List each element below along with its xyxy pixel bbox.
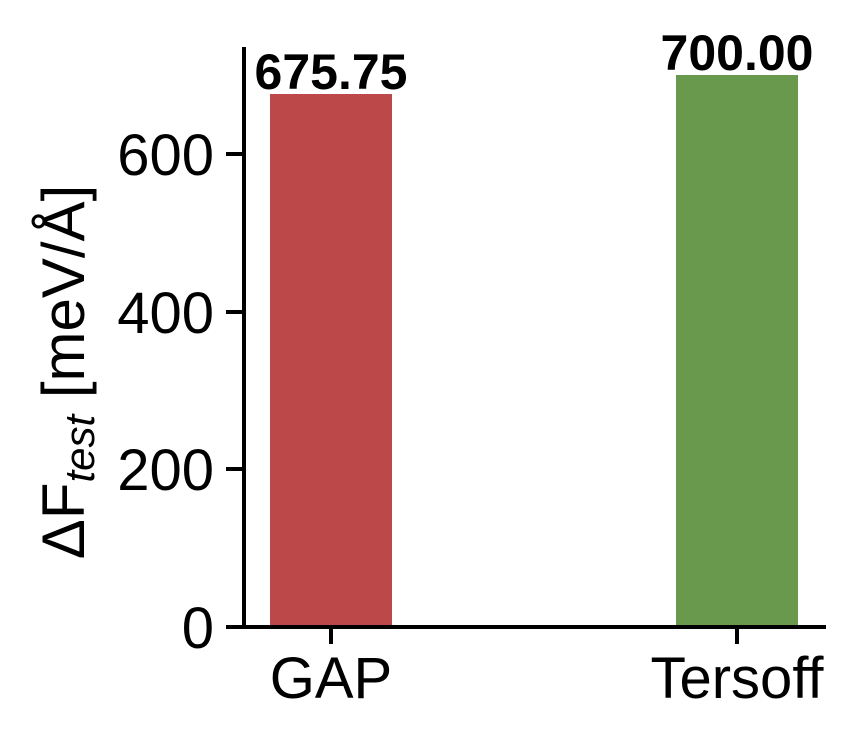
bar-value-label-gap: 675.75: [254, 44, 408, 101]
x-tick-mark: [735, 629, 739, 644]
y-tick-mark: [226, 309, 242, 314]
x-tick-label-tersoff: Tersoff: [650, 646, 824, 711]
x-tick-label-gap: GAP: [269, 646, 393, 711]
y-axis-label: ΔFtest [meV/Å]: [29, 185, 115, 560]
x-axis-spine: [242, 625, 826, 629]
y-tick-mark: [226, 152, 242, 156]
x-tick-mark: [329, 629, 333, 644]
bar-gap: [270, 94, 392, 627]
bar-tersoff: [676, 75, 798, 627]
y-tick-label: 200: [117, 438, 214, 504]
y-tick-mark: [226, 467, 242, 472]
y-tick-label: 0: [181, 596, 214, 661]
y-tick-mark: [226, 625, 242, 629]
bar-value-label-tersoff: 700.00: [660, 25, 814, 82]
y-tick-label: 600: [117, 123, 214, 188]
y-tick-label: 400: [117, 280, 214, 346]
y-axis-spine: [242, 47, 246, 629]
